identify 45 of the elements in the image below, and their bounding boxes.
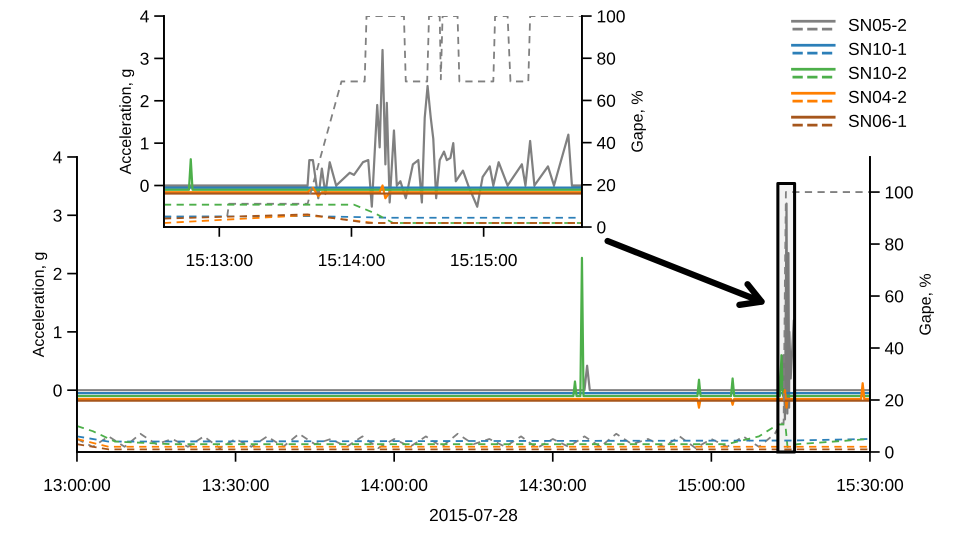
line-series (164, 184, 582, 200)
y2-tick-label: 20 (597, 179, 616, 192)
x-tick-label: 15:13:00 (186, 254, 252, 266)
y2-tick-label: 100 (598, 10, 625, 23)
x-tick-label: 13:30:00 (203, 478, 269, 492)
legend-label: SN05-2 (848, 18, 906, 32)
legend-label: SN10-1 (848, 42, 906, 56)
x-tick-label: 15:00:00 (678, 478, 744, 492)
y2-tick-label: 80 (597, 52, 616, 65)
y-axis-title: Acceleration, g (119, 70, 134, 174)
line-series (76, 191, 870, 449)
y-tick-label: 4 (140, 10, 149, 22)
x-tick-label: 14:00:00 (362, 478, 428, 492)
y2-tick-label: 0 (597, 221, 606, 234)
y2-tick-label: 40 (884, 342, 904, 354)
y2-tick-label: 80 (885, 238, 904, 251)
legend-label: SN10-2 (848, 66, 906, 80)
y2-tick-label: 60 (885, 290, 904, 302)
y-tick-label: 3 (140, 52, 149, 65)
y2-tick-label: 60 (597, 94, 616, 107)
x-tick-label: 15:14:00 (319, 254, 385, 266)
y-tick-label: 4 (53, 151, 62, 164)
y-axis-title: Acceleration, g (32, 252, 48, 358)
y2-tick-label: 20 (885, 394, 904, 406)
x-tick-label: 15:30:00 (837, 478, 904, 492)
legend-label: SN06-1 (848, 114, 906, 128)
x-tick-label: 13:00:00 (44, 478, 110, 492)
y-tick-label: 2 (140, 94, 148, 108)
y-tick-label: 3 (53, 209, 62, 222)
line-series (164, 16, 582, 218)
x-axis-title: 2015-07-28 (430, 508, 518, 522)
y2-axis-title: Gape, % (919, 274, 934, 335)
y-tick-label: 2 (54, 268, 62, 280)
y-tick-label: 0 (53, 384, 62, 397)
x-tick-label: 15:15:00 (451, 254, 517, 266)
y-tick-label: 1 (54, 326, 62, 338)
y-tick-label: 0 (140, 180, 149, 192)
y2-tick-label: 40 (596, 136, 616, 150)
x-tick-label: 14:30:00 (520, 478, 586, 492)
y2-tick-label: 0 (885, 446, 894, 458)
y2-axis-title: Gape, % (631, 91, 646, 152)
y-tick-label: 1 (141, 137, 149, 150)
legend-label: SN04-2 (848, 90, 906, 104)
line-series (76, 382, 870, 409)
y2-tick-label: 100 (886, 186, 913, 199)
